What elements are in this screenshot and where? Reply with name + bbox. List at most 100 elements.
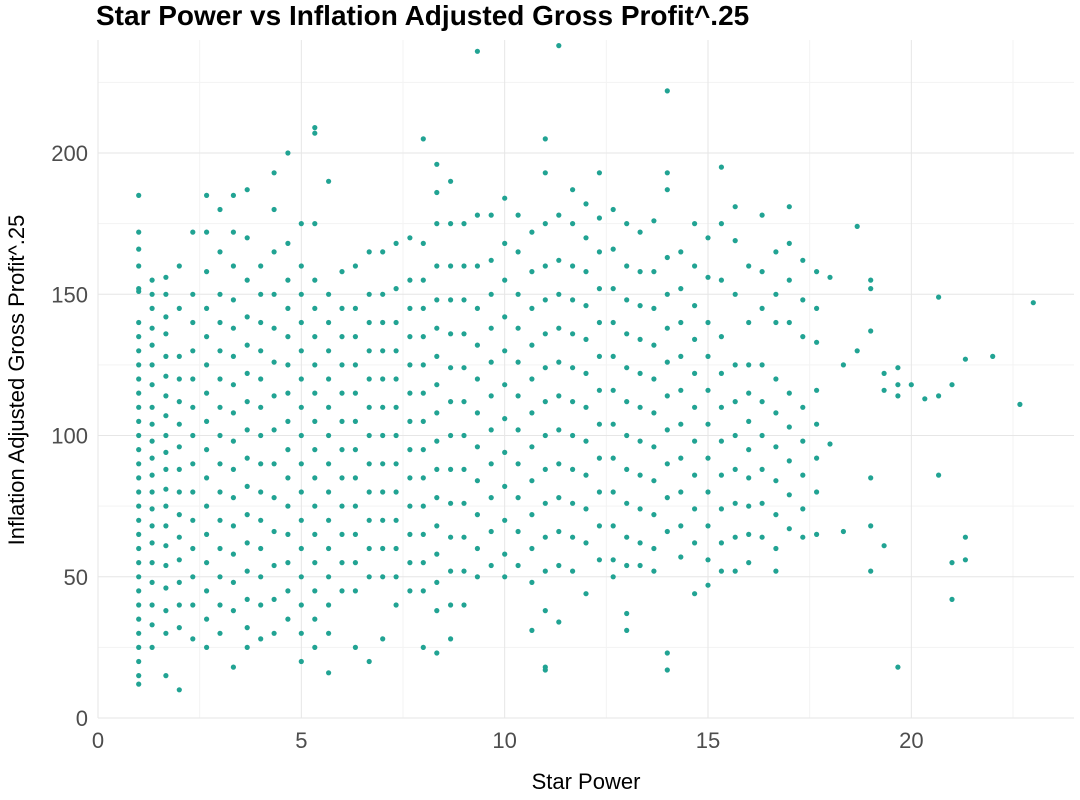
data-point: [732, 500, 738, 506]
data-point: [380, 517, 386, 523]
data-point: [651, 305, 657, 311]
data-point: [393, 404, 399, 410]
data-point: [718, 277, 725, 283]
data-point: [312, 560, 318, 566]
data-point: [610, 489, 616, 495]
data-point: [759, 212, 765, 218]
data-point: [190, 461, 196, 467]
data-point: [149, 579, 155, 586]
data-point: [624, 432, 630, 439]
data-point: [692, 540, 698, 546]
data-point: [271, 562, 277, 569]
data-point: [136, 348, 142, 354]
data-point: [244, 427, 250, 433]
data-point: [420, 305, 426, 311]
data-point: [759, 534, 765, 540]
data-point: [230, 523, 236, 529]
data-point: [136, 673, 142, 679]
data-point: [258, 545, 264, 552]
data-point: [773, 444, 779, 450]
data-point: [800, 438, 806, 444]
data-point: [393, 240, 399, 246]
data-point: [610, 353, 616, 359]
data-point: [393, 574, 399, 580]
data-point: [434, 650, 440, 656]
data-point: [352, 263, 358, 269]
data-point: [895, 664, 901, 670]
data-point: [542, 500, 548, 506]
data-point: [1030, 300, 1036, 306]
data-point: [434, 263, 440, 269]
data-point: [651, 342, 657, 348]
data-point: [366, 574, 372, 580]
data-point: [637, 269, 643, 275]
data-point: [285, 418, 291, 424]
data-point: [244, 511, 250, 518]
data-point: [326, 178, 332, 184]
data-point: [854, 348, 860, 354]
data-point: [881, 543, 887, 549]
data-point: [746, 263, 752, 269]
data-point: [732, 432, 738, 439]
data-point: [298, 630, 304, 636]
data-point: [271, 495, 277, 501]
data-point: [488, 257, 494, 263]
data-point: [163, 523, 169, 529]
data-point: [176, 263, 182, 269]
y-tick-label: 150: [51, 282, 88, 307]
data-point: [190, 319, 196, 326]
data-point: [990, 353, 996, 359]
data-point: [204, 390, 210, 396]
data-point: [583, 269, 589, 275]
data-point: [610, 455, 616, 461]
data-point: [298, 263, 304, 269]
data-point: [380, 291, 386, 297]
data-point: [136, 418, 142, 424]
data-point: [163, 673, 169, 679]
data-point: [664, 427, 670, 433]
data-point: [596, 286, 603, 292]
data-point: [732, 204, 738, 210]
data-point: [204, 447, 210, 453]
data-point: [678, 489, 684, 495]
data-point: [136, 362, 142, 368]
data-point: [596, 353, 603, 359]
data-point: [163, 432, 169, 439]
data-point: [705, 421, 711, 427]
data-point: [502, 483, 508, 489]
data-point: [244, 399, 250, 405]
data-point: [149, 540, 155, 546]
data-point: [624, 500, 630, 506]
data-point: [854, 223, 860, 229]
data-point: [380, 376, 386, 382]
data-point: [258, 636, 264, 642]
data-point: [895, 382, 901, 388]
data-point: [339, 503, 345, 509]
data-point: [786, 204, 792, 210]
data-point: [542, 331, 548, 337]
data-point: [258, 291, 264, 297]
data-point: [136, 531, 142, 538]
data-point: [461, 263, 467, 269]
data-point: [759, 466, 765, 472]
data-point: [474, 48, 480, 54]
data-point: [502, 449, 508, 455]
data-point: [542, 466, 548, 472]
data-point: [474, 212, 480, 218]
data-point: [542, 170, 548, 176]
data-point: [664, 88, 670, 94]
data-point: [502, 195, 508, 201]
data-point: [664, 461, 670, 467]
data-point: [515, 393, 521, 399]
data-point: [881, 387, 887, 393]
data-point: [583, 472, 589, 478]
data-point: [773, 376, 779, 382]
data-point: [420, 503, 426, 509]
data-point: [759, 432, 765, 439]
data-point: [298, 517, 304, 523]
data-point: [352, 305, 358, 311]
data-point: [312, 125, 318, 131]
data-point: [786, 526, 792, 532]
data-point: [420, 644, 426, 651]
data-point: [366, 249, 372, 255]
